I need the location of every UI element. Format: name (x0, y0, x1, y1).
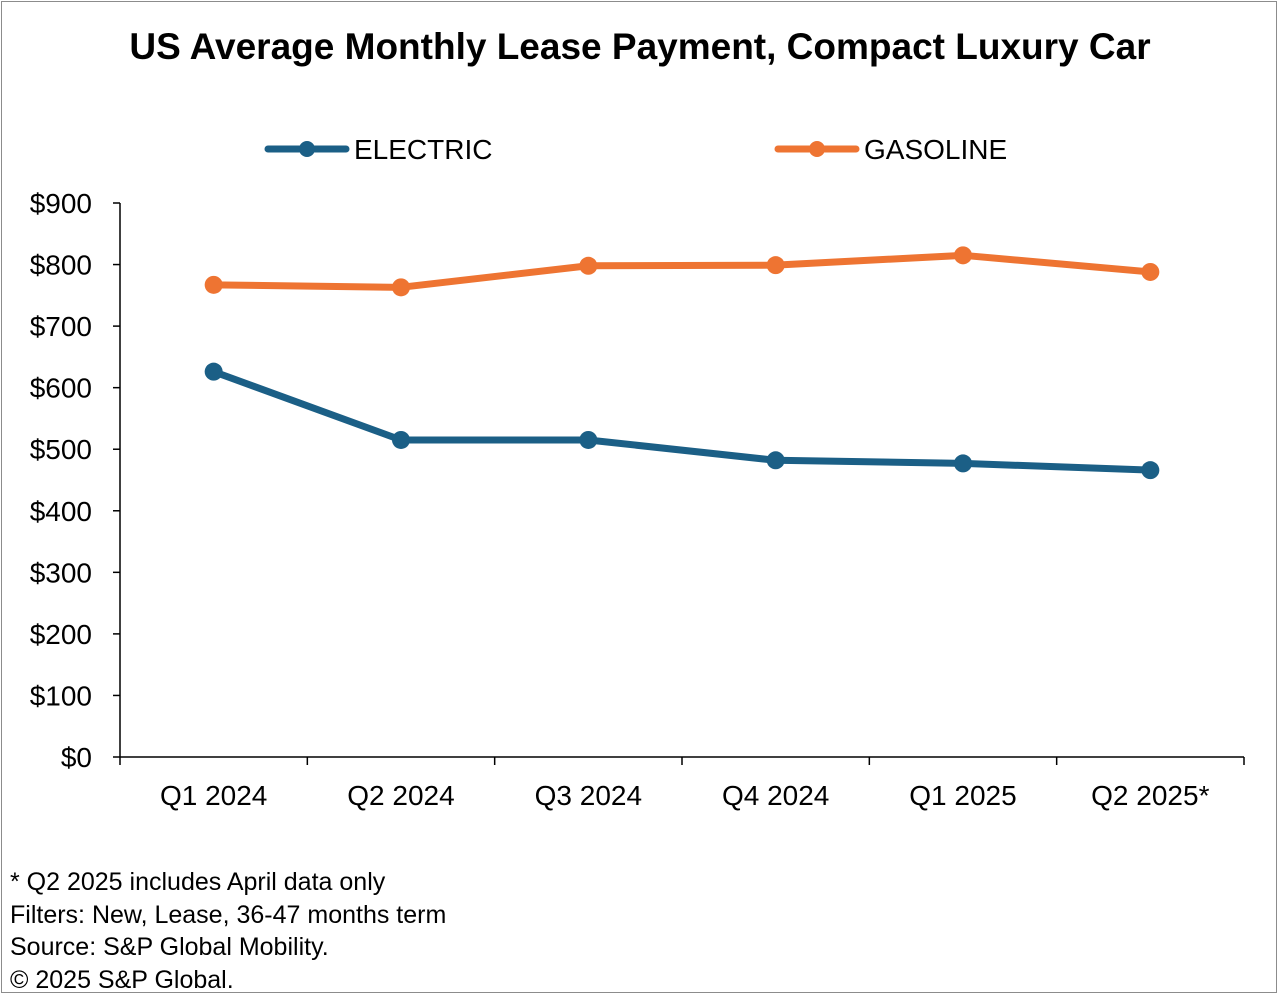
x-tick-label: Q1 2024 (160, 780, 267, 811)
y-tick-label: $100 (30, 680, 92, 711)
y-tick-label: $400 (30, 496, 92, 527)
y-tick-label: $200 (30, 619, 92, 650)
chart-notes: * Q2 2025 includes April data only Filte… (10, 866, 446, 996)
x-tick-label: Q1 2025 (909, 780, 1016, 811)
electric-data-point (954, 454, 972, 473)
gasoline-series-line (210, 251, 1154, 291)
x-tick-label: Q3 2024 (535, 780, 642, 811)
electric-data-point (579, 430, 598, 449)
footnote: * Q2 2025 includes April data only (10, 868, 386, 896)
electric-data-point (766, 451, 785, 470)
gasoline-data-point (766, 256, 785, 275)
electric-data-point (204, 362, 223, 381)
y-tick-label: $300 (30, 557, 92, 588)
filters-note: Filters: New, Lease, 36-47 months term (10, 900, 447, 929)
gasoline-data-point (579, 256, 598, 275)
chart-title: US Average Monthly Lease Payment, Compac… (129, 26, 1151, 67)
x-tick-label: Q2 2025* (1091, 780, 1209, 811)
y-tick-label: $700 (30, 311, 92, 342)
x-tick-label: Q2 2024 (347, 780, 454, 811)
gasoline-legend-label: GASOLINE (864, 134, 1007, 165)
y-tick-label: $600 (30, 373, 92, 404)
y-tick-label: $900 (30, 188, 92, 219)
y-tick-label: $800 (30, 250, 92, 281)
electric-data-point (1141, 461, 1160, 480)
electric-data-point (392, 430, 410, 449)
y-tick-label: $0 (61, 742, 92, 773)
electric-legend-marker (299, 141, 315, 157)
gasoline-data-point (392, 278, 410, 297)
line-chart: $0 $100 $200 $300 $400 $500 $600 $700 $800 $900 Q1… (30, 134, 1245, 811)
gasoline-legend-marker (809, 141, 825, 157)
electric-series-line (210, 368, 1154, 474)
gasoline-data-point (954, 246, 972, 265)
gasoline-data-point (1141, 262, 1160, 281)
copyright-note: © 2025 S&P Global. (10, 965, 234, 994)
source-note: Source: S&P Global Mobility. (10, 933, 329, 961)
y-tick-label: $500 (30, 434, 92, 465)
electric-legend-label: ELECTRIC (354, 134, 492, 165)
gasoline-data-point (204, 275, 223, 294)
x-tick-label: Q4 2024 (722, 780, 829, 811)
